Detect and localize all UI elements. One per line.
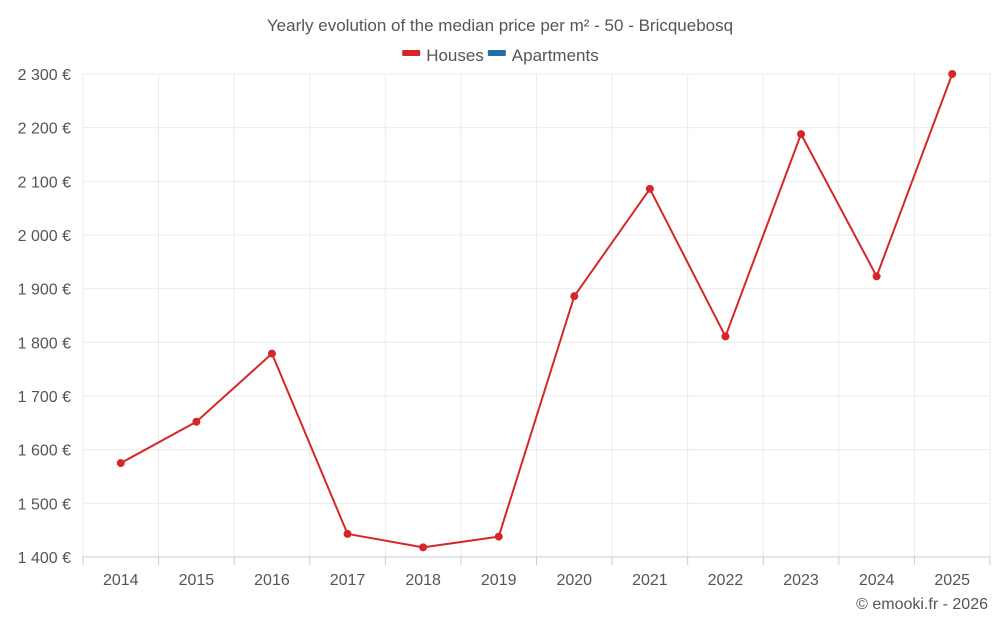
x-tick-label: 2025 (934, 572, 970, 589)
x-axis: 2014 2015 2016 2017 2018 2019 2020 2021 2022 2023… (82, 556, 991, 589)
y-tick-label: 1 800 € (18, 335, 71, 352)
series-line-houses (120, 73, 954, 549)
y-tick-label: 2 300 € (18, 67, 71, 84)
x-tick-label: 2023 (783, 572, 819, 589)
x-tick-label: 2022 (708, 572, 744, 589)
y-tick-label: 1 900 € (18, 282, 71, 299)
y-tick-label: 1 600 € (18, 443, 71, 460)
x-tick-label: 2016 (254, 572, 290, 589)
y-tick-label: 2 000 € (18, 228, 71, 245)
data-point[interactable] (116, 459, 125, 468)
data-point[interactable] (419, 543, 428, 552)
y-axis: 1 400 € 1 500 € 1 600 € 1 700 € 1 800 € 1 900… (18, 67, 71, 567)
chart-title: Yearly evolution of the median price per… (267, 16, 733, 35)
legend-swatch (402, 50, 421, 56)
x-tick-label: 2020 (556, 572, 592, 589)
legend-swatch (487, 50, 506, 56)
x-tick-label: 2018 (405, 572, 441, 589)
data-point[interactable] (948, 70, 957, 78)
data-point[interactable] (721, 332, 730, 341)
x-tick-label: 2024 (859, 572, 895, 589)
y-tick-label: 2 100 € (18, 174, 71, 191)
series-group (116, 70, 957, 552)
data-point[interactable] (267, 349, 276, 358)
data-point[interactable] (192, 417, 201, 426)
data-point[interactable] (570, 292, 579, 301)
data-point[interactable] (494, 532, 503, 541)
data-point[interactable] (645, 184, 654, 193)
y-tick-label: 1 500 € (18, 496, 71, 513)
legend-item-houses[interactable]: Houses (402, 46, 484, 65)
x-tick-label: 2015 (179, 572, 215, 589)
credit-text: © emooki.fr - 2026 (856, 596, 988, 613)
legend-label: Houses (426, 46, 484, 65)
y-tick-label: 1 700 € (18, 389, 71, 406)
legend-item-apartments[interactable]: Apartments (487, 46, 599, 65)
x-tick-label: 2019 (481, 572, 517, 589)
grid (82, 73, 991, 558)
x-tick-label: 2021 (632, 572, 668, 589)
x-tick-label: 2017 (330, 572, 366, 589)
data-point[interactable] (872, 272, 881, 281)
data-point[interactable] (343, 529, 352, 538)
legend[interactable]: Houses Apartments (402, 46, 599, 65)
x-tick-label: 2014 (103, 572, 139, 589)
legend-label: Apartments (512, 46, 599, 65)
y-tick-label: 1 400 € (18, 550, 71, 567)
data-point[interactable] (797, 130, 806, 139)
y-tick-label: 2 200 € (18, 121, 71, 138)
